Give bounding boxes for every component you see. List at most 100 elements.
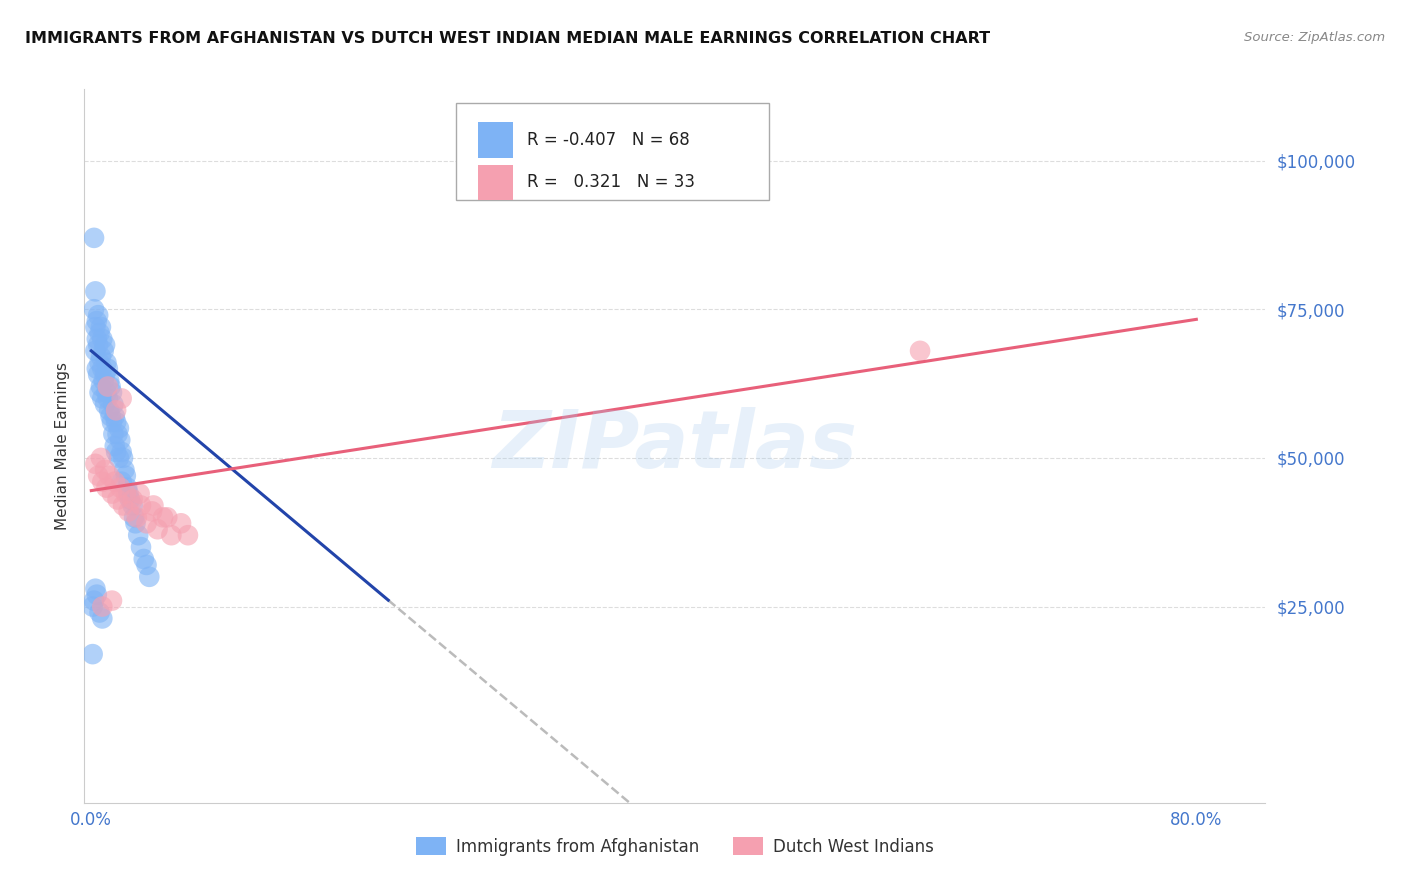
Point — [91, 475, 114, 489]
Point — [94, 397, 117, 411]
Point — [111, 392, 134, 406]
Point — [115, 481, 138, 495]
Point — [91, 332, 114, 346]
Point — [104, 439, 127, 453]
Point — [89, 606, 111, 620]
Text: R = -0.407   N = 68: R = -0.407 N = 68 — [527, 131, 690, 149]
Point — [112, 450, 135, 465]
Point — [96, 356, 118, 370]
Point — [103, 397, 125, 411]
Point — [135, 516, 157, 531]
Point — [108, 450, 131, 465]
Point — [117, 504, 139, 518]
Point — [89, 356, 111, 370]
Bar — [478, 122, 513, 158]
Point — [132, 552, 155, 566]
FancyBboxPatch shape — [457, 103, 769, 200]
Point — [97, 379, 120, 393]
Point — [110, 481, 132, 495]
Point — [87, 468, 110, 483]
Point — [129, 540, 152, 554]
Point — [94, 368, 117, 382]
Point — [125, 510, 148, 524]
Point — [83, 302, 105, 317]
Point — [83, 231, 105, 245]
Point — [105, 415, 128, 429]
Point — [127, 528, 149, 542]
Point — [84, 320, 107, 334]
Point — [121, 499, 143, 513]
Point — [96, 481, 118, 495]
Point — [90, 450, 112, 465]
Point — [107, 427, 129, 442]
Point — [103, 427, 125, 442]
Point — [82, 647, 104, 661]
Point — [91, 392, 114, 406]
Point — [146, 522, 169, 536]
Point — [96, 385, 118, 400]
Point — [98, 403, 121, 417]
Point — [98, 374, 121, 388]
Point — [87, 338, 110, 352]
Point — [101, 415, 124, 429]
Point — [97, 392, 120, 406]
Point — [87, 368, 110, 382]
Point — [104, 475, 127, 489]
Point — [111, 475, 134, 489]
Point — [91, 611, 114, 625]
Text: Source: ZipAtlas.com: Source: ZipAtlas.com — [1244, 31, 1385, 45]
Point — [100, 379, 122, 393]
Point — [170, 516, 193, 531]
Point — [82, 599, 104, 614]
Point — [86, 361, 108, 376]
Point — [160, 528, 183, 542]
Point — [121, 492, 143, 507]
Point — [86, 588, 108, 602]
Point — [128, 486, 150, 500]
Point — [108, 421, 131, 435]
Point — [156, 510, 179, 524]
Point — [105, 445, 128, 459]
Point — [90, 379, 112, 393]
Point — [90, 320, 112, 334]
Point — [89, 385, 111, 400]
Point — [86, 314, 108, 328]
Point — [129, 499, 152, 513]
Point — [114, 468, 136, 483]
Point — [98, 468, 121, 483]
Point — [142, 499, 165, 513]
Bar — [478, 165, 513, 201]
Point — [90, 350, 112, 364]
Point — [91, 361, 114, 376]
Point — [100, 409, 122, 424]
Point — [110, 433, 132, 447]
Point — [97, 361, 120, 376]
Point — [138, 570, 160, 584]
Point — [114, 486, 136, 500]
Point — [84, 582, 107, 596]
Point — [177, 528, 200, 542]
Point — [104, 409, 127, 424]
Point — [93, 374, 115, 388]
Text: IMMIGRANTS FROM AFGHANISTAN VS DUTCH WEST INDIAN MEDIAN MALE EARNINGS CORRELATIO: IMMIGRANTS FROM AFGHANISTAN VS DUTCH WES… — [25, 31, 990, 46]
Text: ZIPatlas: ZIPatlas — [492, 407, 858, 485]
Point — [86, 332, 108, 346]
Legend: Immigrants from Afghanistan, Dutch West Indians: Immigrants from Afghanistan, Dutch West … — [409, 830, 941, 863]
Point — [101, 385, 124, 400]
Point — [94, 463, 117, 477]
Point — [141, 504, 163, 518]
Point — [93, 343, 115, 358]
Point — [117, 486, 139, 500]
Point — [89, 326, 111, 340]
Point — [135, 558, 157, 572]
Point — [87, 308, 110, 322]
Point — [83, 593, 105, 607]
Point — [84, 285, 107, 299]
Point — [152, 510, 174, 524]
Point — [101, 486, 124, 500]
Point — [122, 510, 145, 524]
Y-axis label: Median Male Earnings: Median Male Earnings — [55, 362, 70, 530]
Point — [91, 599, 114, 614]
Point — [124, 516, 146, 531]
Point — [105, 403, 128, 417]
